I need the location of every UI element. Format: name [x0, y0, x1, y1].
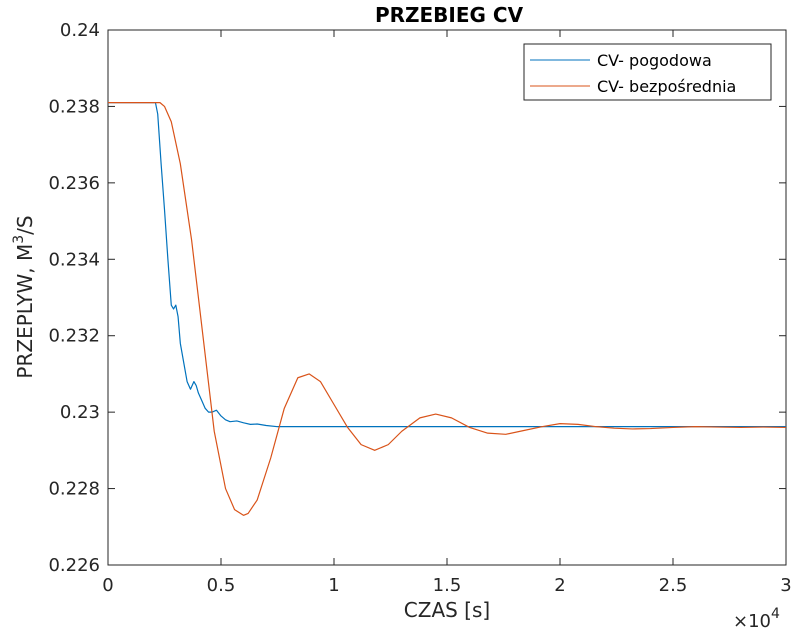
y-tick-label-2: 0.23: [60, 402, 100, 423]
y-tick-label-7: 0.24: [60, 20, 100, 41]
x-tick-label-4: 2: [554, 575, 565, 596]
x-axis-label: CZAS [s]: [404, 598, 490, 622]
x-tick-label-6: 3: [780, 575, 791, 596]
x-axis-exponent: ×104: [733, 606, 780, 630]
y-tick-label-0: 0.226: [48, 555, 100, 576]
legend: CV- pogodowa CV- bezpośrednia: [523, 43, 772, 101]
plot-area: [107, 29, 787, 566]
series-line-pogodowa: [108, 102, 786, 428]
y-tick-label-3: 0.232: [48, 326, 100, 347]
y-tick-label-5: 0.236: [48, 173, 100, 194]
x-tick-label-1: 0.5: [207, 575, 236, 596]
chart-title: PRZEBIEG CV: [375, 3, 524, 27]
legend-label-bezposrednia: CV- bezpośrednia: [597, 77, 736, 96]
series-line-bezposrednia: [108, 102, 787, 516]
y-axis-label: PRZEPLYW, M3/S: [11, 215, 37, 378]
x-tick-label-0: 0: [102, 575, 113, 596]
legend-box: [523, 43, 772, 101]
y-tick-label-1: 0.228: [48, 479, 100, 500]
x-tick-label-3: 1.5: [433, 575, 462, 596]
x-tick-label-2: 1: [328, 575, 339, 596]
series-layer: [108, 102, 787, 516]
y-tick-label-4: 0.234: [48, 249, 100, 270]
legend-label-pogodowa: CV- pogodowa: [597, 51, 712, 70]
ticks-layer: 0 0.5 1 1.5 2 2.5 3 0.226 0.228 0.23 0.232 0.234 0.2…: [48, 20, 791, 596]
y-tick-label-6: 0.238: [48, 96, 100, 117]
x-tick-label-5: 2.5: [659, 575, 688, 596]
